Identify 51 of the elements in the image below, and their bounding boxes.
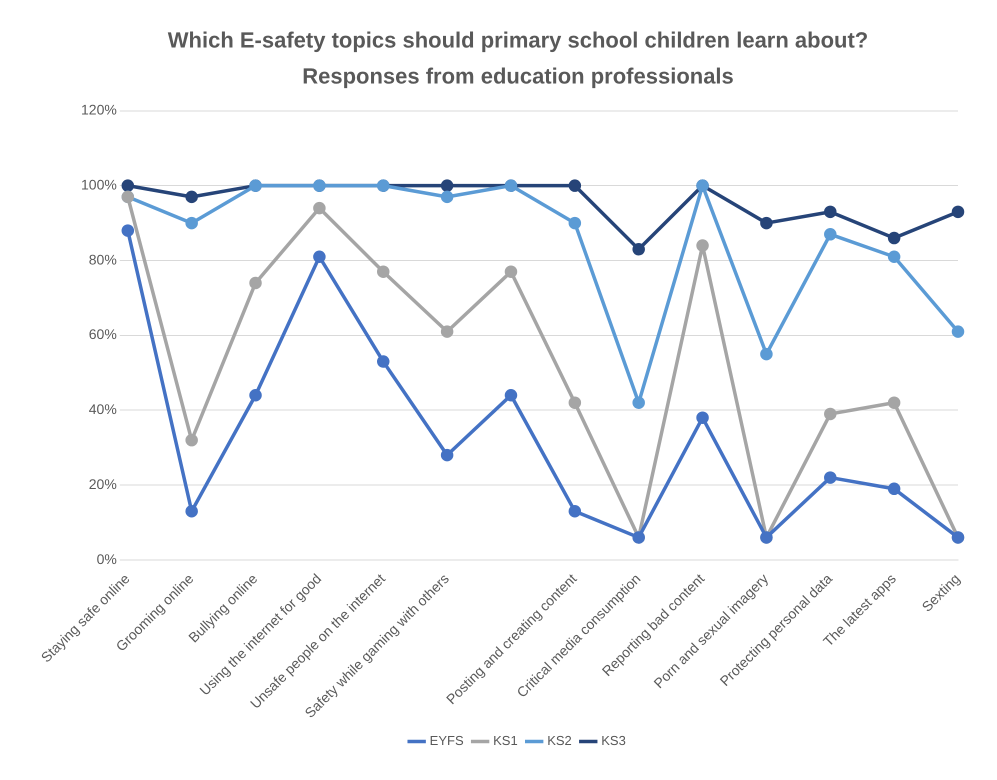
legend-label: KS3 [601, 733, 626, 748]
y-tick-label: 20% [88, 476, 117, 492]
point [568, 216, 582, 230]
point [568, 179, 582, 192]
y-tick-label: 40% [88, 401, 117, 418]
point [440, 190, 454, 204]
point [952, 325, 964, 338]
legend-label: EYFS [430, 733, 464, 748]
point [696, 239, 709, 252]
point [888, 482, 900, 496]
legend-label: KS2 [547, 733, 572, 748]
y-tick-label: 60% [88, 326, 117, 342]
point [377, 265, 390, 278]
point [504, 265, 518, 278]
point [824, 206, 837, 218]
point [760, 348, 773, 360]
point [888, 396, 900, 409]
point [568, 505, 582, 518]
point [122, 224, 134, 237]
point [760, 216, 773, 230]
point [440, 448, 454, 462]
point [632, 243, 645, 256]
point [888, 232, 900, 244]
chart-title: Which E-safety topics should primary school children learn about? [168, 27, 868, 52]
point [313, 202, 326, 214]
y-tick-label: 100% [80, 176, 117, 193]
y-tick-label: 80% [88, 251, 117, 268]
point [249, 276, 262, 290]
point [185, 434, 198, 446]
point [504, 388, 518, 402]
point [952, 206, 964, 218]
legend-label: KS1 [493, 733, 518, 748]
point [440, 325, 454, 338]
point [185, 505, 198, 518]
point [377, 355, 390, 368]
y-tick-label: 120% [80, 102, 117, 118]
point [824, 228, 837, 241]
point [568, 396, 582, 409]
point [824, 408, 837, 420]
point [632, 396, 645, 409]
point [888, 250, 900, 264]
point [824, 471, 837, 484]
point [440, 179, 454, 192]
point [185, 216, 198, 230]
point [313, 250, 326, 264]
point [122, 179, 134, 192]
point [696, 411, 709, 424]
point [185, 190, 198, 204]
chart-subtitle: Responses from education professionals [302, 64, 734, 89]
y-tick-label: 0% [96, 550, 117, 567]
point [249, 388, 262, 402]
